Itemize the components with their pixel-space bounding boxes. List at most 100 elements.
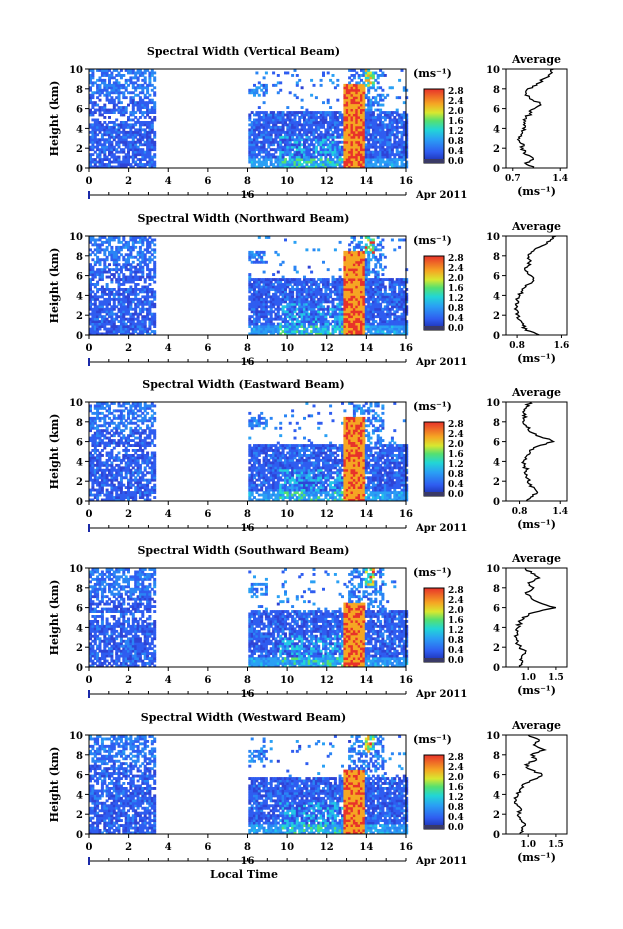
heat-cell: [345, 160, 349, 164]
heat-cell: [343, 118, 347, 122]
heat-cell: [103, 81, 107, 85]
heat-cell: [148, 163, 152, 166]
heat-cell: [314, 160, 318, 164]
heat-cell: [98, 270, 102, 274]
heat-cell: [143, 128, 147, 132]
heat-cell: [134, 130, 138, 134]
y-axis-label: Height (km): [48, 248, 61, 324]
heat-cell: [341, 123, 344, 127]
heat-cell: [381, 165, 385, 169]
heat-cell: [307, 121, 311, 124]
heat-cell: [124, 123, 128, 127]
heat-cell: [374, 165, 378, 169]
heat-cell: [257, 130, 261, 134]
heat-cell: [279, 150, 283, 154]
heat-cell: [124, 280, 128, 284]
heat-cell: [110, 133, 114, 137]
heat-cell: [253, 255, 256, 259]
heat-cell: [381, 245, 385, 249]
heat-cell: [148, 150, 152, 154]
heat-cell: [122, 111, 126, 114]
heat-cell: [276, 81, 280, 85]
heat-cell: [93, 275, 97, 279]
heat-cell: [286, 135, 290, 139]
heat-cell: [303, 322, 306, 326]
heat-cell: [134, 133, 138, 137]
x-tick-label: 8: [244, 343, 251, 354]
heat-cell: [117, 83, 121, 87]
heat-cell: [400, 133, 404, 137]
heat-cell: [352, 83, 356, 87]
heat-cell: [269, 163, 273, 166]
heat-cell: [293, 93, 297, 97]
heat-cell: [91, 265, 95, 269]
heat-cell: [374, 133, 378, 137]
heat-cell: [345, 96, 349, 100]
heat-cell: [100, 322, 104, 326]
heat-cell: [281, 128, 285, 132]
heat-cell: [127, 158, 130, 161]
heat-cell: [248, 130, 252, 134]
heat-cell: [360, 96, 363, 100]
heat-cell: [352, 165, 356, 169]
heat-cell: [115, 135, 119, 139]
heat-cell: [253, 128, 256, 132]
heat-cell: [122, 310, 126, 314]
heat-cell: [395, 145, 399, 149]
heat-cell: [329, 135, 333, 139]
heat-cell: [284, 153, 287, 157]
heat-cell: [336, 150, 340, 154]
heat-cell: [367, 91, 371, 95]
heat-cell: [262, 111, 266, 114]
heat-cell: [350, 158, 354, 161]
heat-cell: [93, 320, 97, 323]
heat-cell: [272, 121, 276, 124]
heat-cell: [288, 121, 292, 124]
heat-cell: [317, 153, 321, 157]
heat-cell: [103, 236, 107, 239]
heat-cell: [98, 248, 102, 252]
heat-cell: [329, 153, 333, 157]
heat-cell: [405, 153, 409, 157]
heat-cell: [317, 135, 321, 139]
heat-cell: [250, 143, 254, 147]
heat-cell: [143, 322, 147, 326]
heat-cell: [146, 133, 150, 137]
heat-cell: [141, 91, 145, 95]
heat-cell: [100, 125, 104, 129]
heat-cell: [89, 312, 92, 316]
heat-cell: [369, 133, 373, 137]
heat-cell: [136, 153, 140, 157]
heat-cell: [364, 248, 368, 252]
heat-cell: [291, 123, 295, 127]
heat-cell: [331, 150, 335, 154]
heat-cell: [112, 135, 116, 139]
heat-cell: [253, 143, 256, 147]
heat-cell: [286, 150, 290, 154]
heat-cell: [115, 250, 119, 254]
heat-cell: [136, 78, 140, 82]
heat-cell: [91, 123, 95, 127]
heat-cell: [255, 118, 259, 122]
heat-cell: [138, 101, 142, 105]
heat-cell: [138, 297, 142, 301]
heat-cell: [260, 145, 264, 149]
heat-cell: [143, 101, 147, 105]
heat-cell: [360, 130, 363, 134]
heat-cell: [117, 135, 121, 139]
heat-cell: [312, 130, 316, 134]
heat-cell: [295, 327, 299, 331]
heat-cell: [293, 153, 297, 157]
heat-cell: [312, 278, 316, 281]
heat-cell: [127, 78, 130, 82]
heat-cell: [362, 163, 366, 166]
heat-cell: [153, 297, 157, 301]
heat-cell: [110, 290, 114, 294]
heat-cell: [402, 101, 406, 105]
heat-cell: [369, 106, 373, 109]
heat-cell: [383, 74, 387, 77]
heat-cell: [136, 128, 140, 132]
heat-cell: [281, 116, 285, 119]
heat-cell: [150, 118, 154, 122]
heat-cell: [291, 118, 295, 122]
